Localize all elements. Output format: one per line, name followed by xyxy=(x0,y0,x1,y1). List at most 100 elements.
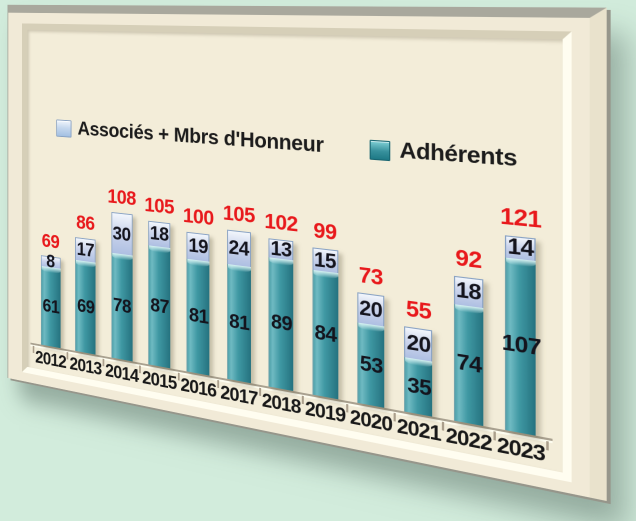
bar-group-2015: 105 18 87 xyxy=(140,175,178,370)
total-label-2014: 108 xyxy=(107,187,135,209)
bar-group-2021: 55 20 35 xyxy=(394,198,443,419)
stacked-bar-2013: 17 69 xyxy=(75,237,95,354)
value-adherents-2021: 35 xyxy=(407,374,431,400)
year-label-2021: 2021 xyxy=(394,415,443,448)
segment-adherents-2022: 74 xyxy=(454,304,483,426)
segment-associes-2013: 17 xyxy=(75,237,95,262)
bar-group-2014: 108 30 78 xyxy=(103,171,140,362)
segment-associes-2016: 19 xyxy=(187,232,210,261)
value-associes-2015: 18 xyxy=(150,224,169,245)
bar-group-2018: 102 13 89 xyxy=(260,185,303,392)
total-label-2020: 73 xyxy=(359,264,383,289)
total-label-2019: 99 xyxy=(313,220,336,244)
segment-adherents-2015: 87 xyxy=(148,245,170,368)
value-adherents-2016: 81 xyxy=(189,306,208,328)
bar-group-2016: 100 19 81 xyxy=(178,178,218,377)
value-associes-2019: 15 xyxy=(314,249,336,272)
year-label-2019: 2019 xyxy=(303,398,348,429)
bar-group-2013: 86 17 69 xyxy=(68,168,104,356)
value-associes-2022: 18 xyxy=(456,280,481,305)
bar-group-2012: 69 8 61 xyxy=(34,165,68,349)
bar-group-2020: 73 20 53 xyxy=(348,193,395,409)
total-label-2023: 121 xyxy=(500,204,541,231)
total-label-2016: 100 xyxy=(183,205,214,229)
total-label-2021: 55 xyxy=(406,298,431,324)
value-associes-2018: 13 xyxy=(270,239,291,262)
value-adherents-2012: 61 xyxy=(43,296,60,317)
segment-adherents-2020: 53 xyxy=(357,323,384,408)
stacked-bar-2020: 20 53 xyxy=(357,292,384,407)
value-associes-2023: 14 xyxy=(508,236,534,261)
bar-group-2023: 121 14 107 xyxy=(494,206,547,437)
segment-adherents-2017: 81 xyxy=(227,264,251,384)
segment-associes-2014: 30 xyxy=(111,212,132,255)
chart-canvas: Associés + Mbrs d'Honneur Adhérents 69 8 6… xyxy=(22,23,572,482)
stacked-bar-2019: 15 84 xyxy=(312,248,338,399)
stacked-bar-2015: 18 87 xyxy=(148,221,170,369)
value-associes-2012: 8 xyxy=(46,253,54,272)
value-associes-2021: 20 xyxy=(407,332,431,357)
stacked-bar-2014: 30 78 xyxy=(111,212,132,361)
legend-item-adherents: Adhérents xyxy=(370,137,517,173)
photo-background: Associés + Mbrs d'Honneur Adhérents 69 8 6… xyxy=(0,0,636,521)
bar-group-2017: 105 24 81 xyxy=(218,182,259,385)
segment-associes-2017: 24 xyxy=(227,229,251,266)
value-adherents-2022: 74 xyxy=(457,352,482,378)
segment-adherents-2016: 81 xyxy=(187,258,210,375)
segment-associes-2020: 20 xyxy=(357,292,384,326)
stacked-bar-2023: 14 107 xyxy=(505,235,536,436)
year-label-2018: 2018 xyxy=(260,390,303,420)
value-associes-2014: 30 xyxy=(113,224,131,245)
value-associes-2013: 17 xyxy=(77,240,94,261)
total-label-2017: 105 xyxy=(223,202,255,226)
legend-label-adherents: Adhérents xyxy=(399,138,517,172)
segment-adherents-2023: 107 xyxy=(505,257,536,435)
segment-adherents-2019: 84 xyxy=(312,270,338,399)
value-associes-2020: 20 xyxy=(359,298,382,322)
segment-adherents-2014: 78 xyxy=(111,253,132,362)
stacked-bar-2022: 18 74 xyxy=(454,275,483,426)
value-associes-2016: 19 xyxy=(188,236,207,258)
total-label-2012: 69 xyxy=(42,231,60,252)
value-adherents-2013: 69 xyxy=(77,297,94,318)
total-label-2013: 86 xyxy=(76,213,94,234)
segment-associes-2022: 18 xyxy=(454,275,483,307)
year-label-2014: 2014 xyxy=(103,361,140,389)
value-adherents-2015: 87 xyxy=(150,296,169,318)
stacked-bar-2012: 8 61 xyxy=(41,255,61,348)
value-adherents-2017: 81 xyxy=(229,312,249,335)
year-label-2015: 2015 xyxy=(140,368,178,396)
picture-frame: Associés + Mbrs d'Honneur Adhérents 69 8 6… xyxy=(8,5,606,501)
year-label-2012: 2012 xyxy=(34,348,68,374)
segment-adherents-2013: 69 xyxy=(75,260,95,355)
adherents-swatch-icon xyxy=(370,139,391,160)
value-adherents-2018: 89 xyxy=(271,312,292,335)
segment-adherents-2012: 61 xyxy=(41,265,61,348)
year-label-2016: 2016 xyxy=(178,375,218,404)
total-label-2018: 102 xyxy=(264,211,297,236)
legend: Associés + Mbrs d'Honneur Adhérents xyxy=(27,115,562,176)
value-adherents-2023: 107 xyxy=(502,332,541,360)
stacked-bar-2017: 24 81 xyxy=(227,229,251,383)
total-label-2022: 92 xyxy=(455,246,481,272)
year-label-2022: 2022 xyxy=(443,424,494,458)
segment-associes-2018: 13 xyxy=(269,238,294,260)
value-adherents-2019: 84 xyxy=(315,322,337,346)
year-label-2017: 2017 xyxy=(218,382,259,412)
segment-associes-2023: 14 xyxy=(505,235,536,261)
segment-associes-2019: 15 xyxy=(312,248,338,273)
segment-adherents-2021: 35 xyxy=(405,357,433,416)
segment-adherents-2018: 89 xyxy=(269,257,294,391)
stacked-bar-2018: 13 89 xyxy=(269,238,294,391)
legend-item-associes: Associés + Mbrs d'Honneur xyxy=(56,117,324,159)
value-adherents-2014: 78 xyxy=(113,296,131,317)
associes-swatch-icon xyxy=(56,119,71,137)
stacked-bar-2021: 20 35 xyxy=(405,327,433,417)
value-associes-2017: 24 xyxy=(229,237,249,259)
legend-label-associes: Associés + Mbrs d'Honneur xyxy=(78,118,324,158)
segment-associes-2021: 20 xyxy=(405,327,433,362)
year-label-2020: 2020 xyxy=(348,406,395,438)
bar-group-2022: 92 18 74 xyxy=(443,202,494,428)
year-label-2013: 2013 xyxy=(68,354,104,381)
stacked-bar-2016: 19 81 xyxy=(187,232,210,376)
